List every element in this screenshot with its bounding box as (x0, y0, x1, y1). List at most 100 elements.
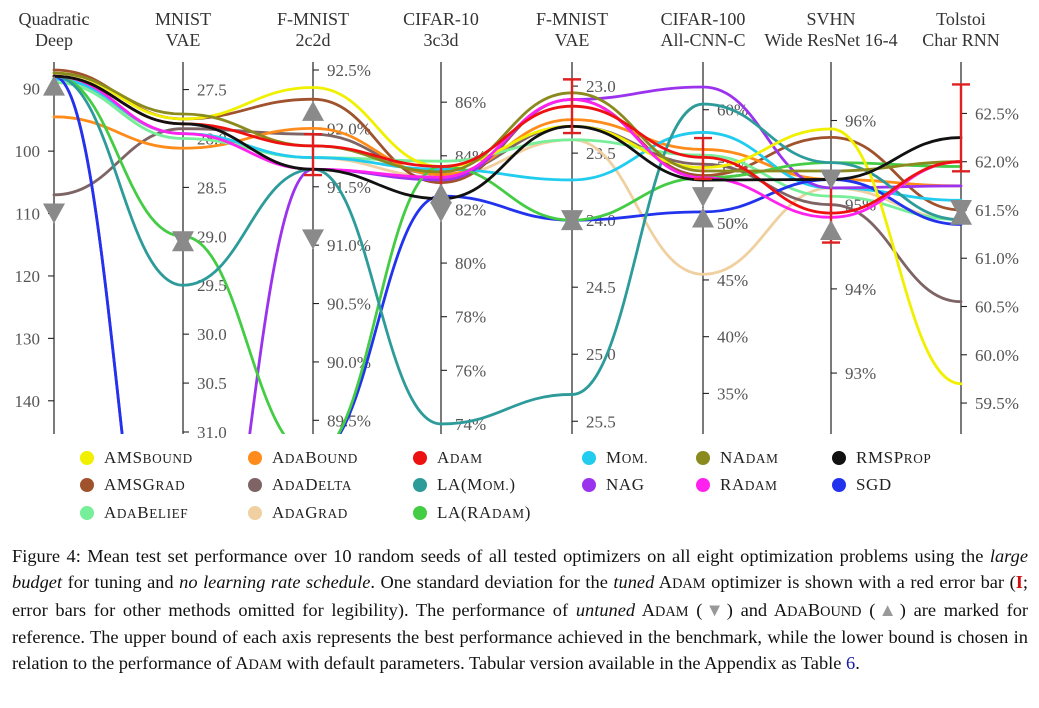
legend-label: ADAGRAD (272, 503, 348, 522)
untuned-adam-marker (302, 229, 324, 250)
axis-title: Tolstoi (936, 9, 986, 29)
tick-label: 140 (15, 392, 41, 411)
tick-label: 62.0% (975, 153, 1019, 172)
axis-subtitle: 2c2d (296, 30, 331, 50)
legend-swatch (80, 506, 94, 520)
tick-label: 62.5% (975, 104, 1019, 123)
untuned-adabound-marker (561, 210, 583, 231)
tick-label: 60.5% (975, 298, 1019, 317)
legend-swatch (248, 478, 262, 492)
series-line-nadam (52, 71, 963, 174)
legend-item: NADAM (696, 446, 779, 470)
untuned-adabound-marker (172, 231, 194, 252)
legend-swatch (248, 506, 262, 520)
tick-label: 29.0 (197, 227, 227, 246)
tick-label: 28.5 (197, 178, 227, 197)
axis-subtitle: VAE (166, 30, 201, 50)
untuned-adabound-marker (692, 207, 714, 228)
legend-swatch (582, 451, 596, 465)
axis-headers: QuadraticDeepMNISTVAEF-MNIST2c2dCIFAR-10… (19, 9, 1000, 50)
untuned-adam-marker (820, 169, 842, 190)
legend-label: LA(MOM.) (437, 475, 516, 494)
legend-label: RMSPROP (856, 448, 932, 467)
tick-label: 30.0 (197, 325, 227, 344)
untuned-adam-marker (692, 187, 714, 208)
legend-swatch (248, 451, 262, 465)
untuned-adam-marker (430, 202, 452, 223)
legend-swatch (832, 451, 846, 465)
series-line-adabelief (52, 81, 963, 222)
untuned-adabound-marker (950, 204, 972, 225)
legend-swatch (80, 478, 94, 492)
legend-item: AMSGRAD (80, 473, 185, 497)
legend-label: NADAM (720, 448, 779, 467)
legend-item: MOM. (582, 446, 648, 470)
legend-label: ADADELTA (272, 475, 353, 494)
tick-label: 23.0 (586, 77, 616, 96)
tick-label: 90 (23, 80, 40, 99)
legend-label: AMSBOUND (104, 448, 193, 467)
axis-subtitle: 3c3d (424, 30, 459, 50)
tick-label: 92.5% (327, 61, 371, 80)
tick-label: 110 (15, 205, 40, 224)
untuned-markers (43, 75, 972, 252)
tick-label: 92.0% (327, 119, 371, 138)
legend-label: AMSGRAD (104, 475, 186, 494)
tick-label: 90.0% (327, 353, 371, 372)
axis-title: F-MNIST (536, 9, 608, 29)
legend-swatch (413, 451, 427, 465)
legend-swatch (582, 478, 596, 492)
legend-item: LA(RADAM) (413, 501, 531, 525)
parallel-coordinates-chart: QuadraticDeepMNISTVAEF-MNIST2c2dCIFAR-10… (15, 9, 1019, 442)
legend-swatch (832, 478, 846, 492)
tick-label: 78% (455, 308, 486, 327)
axis-title: F-MNIST (277, 9, 349, 29)
table-reference-link[interactable]: 6 (846, 653, 856, 674)
axis-subtitle: Char RNN (922, 30, 1000, 50)
untuned-adabound-marker (43, 75, 65, 96)
legend: AMSBOUND ADABOUND ADAM MOM. NADAM RMSPROP AMSG… (0, 446, 1039, 532)
untuned-adabound-marker (302, 100, 324, 121)
legend-swatch (80, 451, 94, 465)
legend-label: ADAM (437, 448, 483, 467)
figure-caption: Figure 4: Mean test set performance over… (12, 546, 1029, 674)
tick-label: 89.5% (327, 411, 371, 430)
tick-label: 30.5 (197, 374, 227, 393)
tick-label: 24.5 (586, 278, 616, 297)
legend-label: ADABOUND (272, 448, 358, 467)
up-triangle-icon: ▲ (875, 599, 900, 620)
tick-label: 86% (455, 93, 486, 112)
series-line-la-mom- (52, 74, 963, 426)
legend-swatch (413, 478, 427, 492)
tick-label: 130 (15, 329, 41, 348)
legend-item: SGD (832, 473, 892, 497)
legend-item: ADAM (413, 446, 483, 470)
tick-label: 25.5 (586, 412, 616, 431)
legend-label: RADAM (720, 475, 778, 494)
series-line-sgd (52, 74, 963, 434)
legend-item: ADAGRAD (248, 501, 348, 525)
axis-title: MNIST (155, 9, 211, 29)
legend-item: LA(MOM.) (413, 473, 516, 497)
figure-label: Figure 4: (12, 546, 81, 566)
legend-item: AMSBOUND (80, 446, 193, 470)
legend-label: SGD (856, 475, 892, 494)
tick-label: 50% (717, 214, 748, 233)
series-line-rmsprop (52, 74, 963, 201)
legend-swatch (696, 478, 710, 492)
tick-label: 90.5% (327, 295, 371, 314)
legend-swatch (413, 506, 427, 520)
series-line-nag (52, 74, 963, 434)
tick-label: 35% (717, 384, 748, 403)
untuned-adam-marker (43, 203, 65, 224)
axis-title: SVHN (806, 9, 855, 29)
untuned-adabound-marker (430, 183, 452, 204)
tick-label: 59.5% (975, 394, 1019, 413)
axis-title: CIFAR-100 (661, 9, 746, 29)
tick-label: 61.0% (975, 249, 1019, 268)
series-line-amsbound (52, 71, 963, 386)
legend-item: RADAM (696, 473, 778, 497)
tick-label: 76% (455, 361, 486, 380)
legend-item: ADABOUND (248, 446, 358, 470)
legend-label: LA(RADAM) (437, 503, 531, 522)
